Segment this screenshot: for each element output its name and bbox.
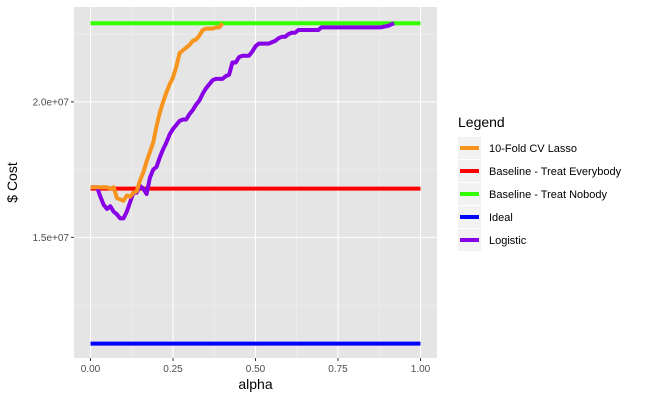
x-tick-label: 0.50 [246, 364, 266, 375]
legend-title: Legend [458, 114, 505, 130]
grid-major [74, 7, 437, 358]
y-axis-title: $ Cost [4, 162, 20, 203]
y-axis: 1.5e+07 2.0e+07 [33, 97, 74, 244]
legend-entries: 10-Fold CV Lasso Baseline - Treat Everybo… [458, 137, 622, 251]
legend-label: Baseline - Treat Everybody [489, 166, 622, 178]
legend-entry: Logistic [458, 229, 527, 251]
legend-entry: 10-Fold CV Lasso [458, 137, 577, 159]
legend: Legend 10-Fold CV Lasso Baseline - Treat … [458, 114, 622, 251]
y-tick-label: 1.5e+07 [33, 233, 70, 244]
legend-entry: Ideal [458, 206, 513, 228]
legend-entry: Baseline - Treat Everybody [458, 160, 622, 182]
x-tick-label: 1.00 [411, 364, 431, 375]
series-layer [90, 21, 421, 346]
legend-label: Logistic [489, 235, 527, 247]
x-axis: 0.00 0.25 0.50 0.75 1.00 [81, 358, 431, 375]
x-tick-label: 0.75 [328, 364, 348, 375]
series-line-10-fold-cv-lasso [90, 22, 225, 203]
x-axis-title: alpha [238, 376, 272, 392]
legend-label: 10-Fold CV Lasso [489, 143, 577, 155]
legend-label: Ideal [489, 212, 513, 224]
x-tick-label: 0.00 [81, 364, 101, 375]
y-tick-label: 2.0e+07 [33, 97, 70, 108]
legend-entry: Baseline - Treat Nobody [458, 183, 608, 205]
legend-label: Baseline - Treat Nobody [489, 189, 608, 201]
x-tick-label: 0.25 [163, 364, 183, 375]
